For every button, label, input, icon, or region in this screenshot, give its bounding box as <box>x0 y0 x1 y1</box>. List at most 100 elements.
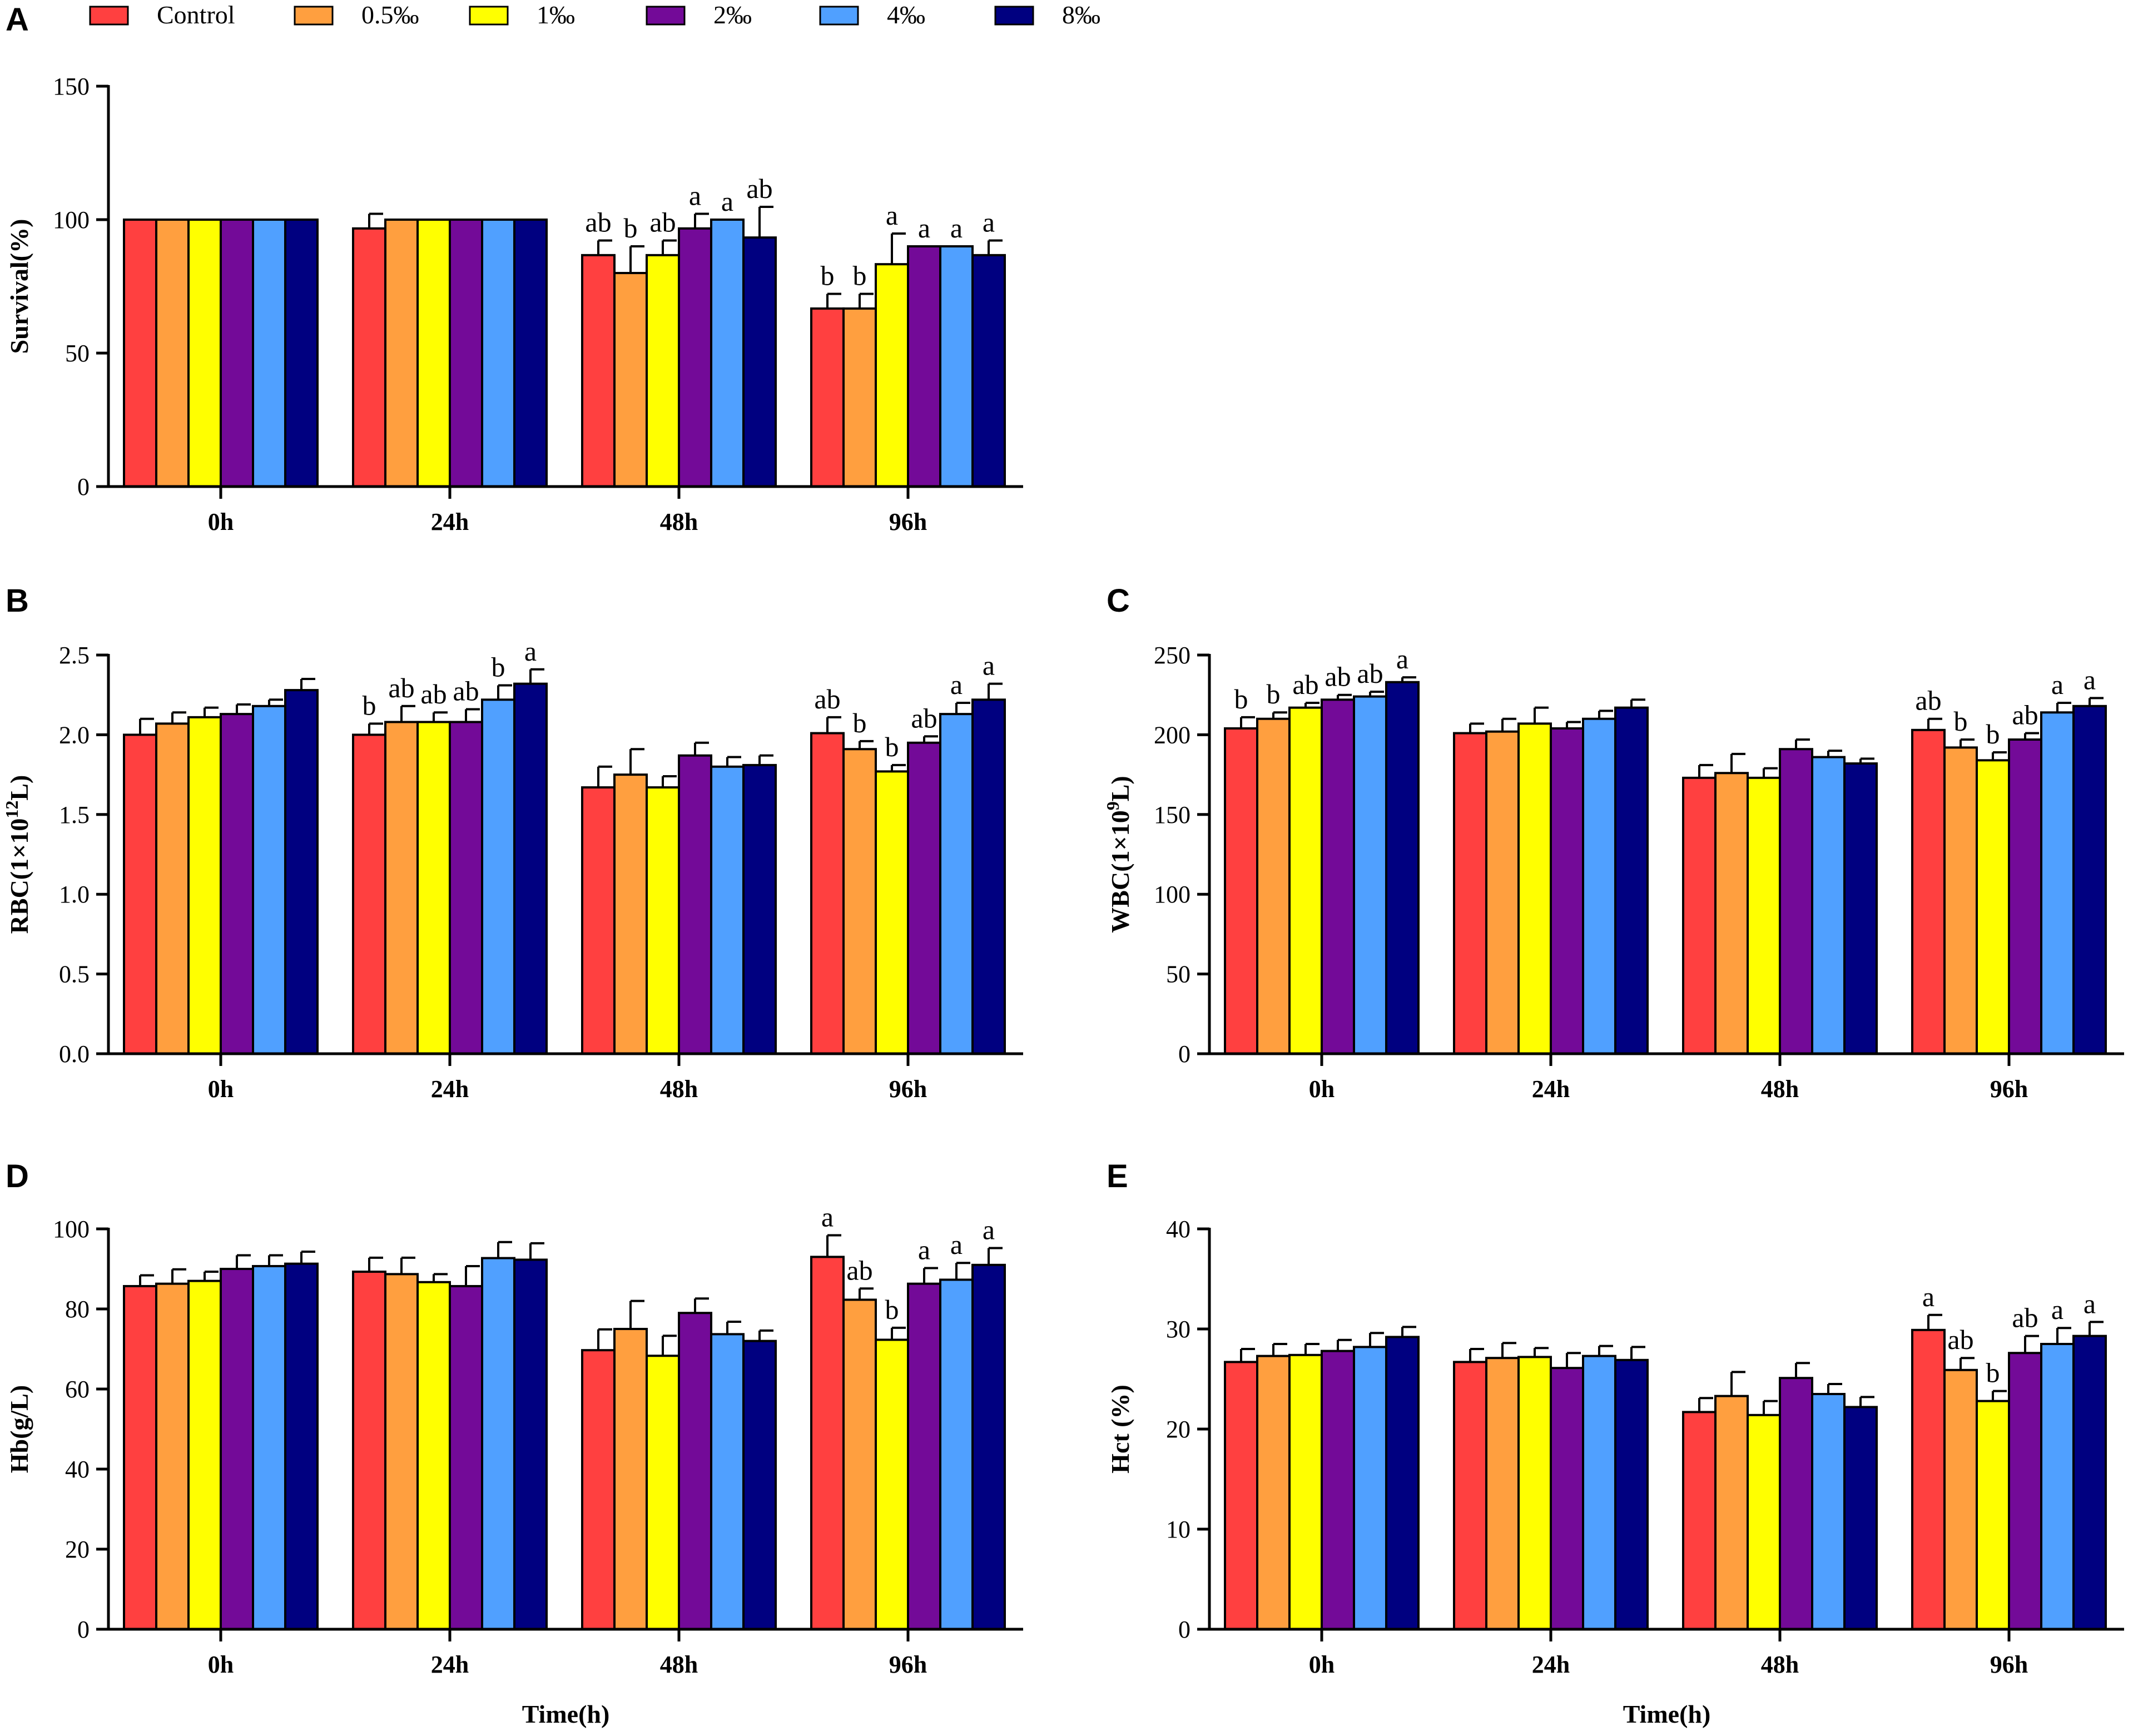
x-tick-label: 0h <box>208 1075 234 1103</box>
bar <box>284 1262 319 1630</box>
significance-label: ab <box>420 678 447 710</box>
bar <box>123 1284 157 1630</box>
bar <box>1550 1367 1584 1630</box>
x-tick-label: 24h <box>431 1075 469 1103</box>
y-tick-label: 80 <box>65 1296 90 1323</box>
y-axis-label-text: RBC(1×10 <box>5 819 33 934</box>
significance-label: b <box>885 1294 899 1325</box>
bar <box>1714 772 1749 1055</box>
bar <box>513 1258 548 1630</box>
bar <box>971 698 1006 1055</box>
bar <box>1714 1395 1749 1631</box>
x-axis-label: Time(h) <box>522 1700 610 1728</box>
significance-label: a <box>950 669 963 700</box>
bar <box>1682 1411 1717 1630</box>
bar <box>384 219 419 488</box>
bar <box>842 748 877 1055</box>
legend-label: 8‰ <box>1062 1 1100 29</box>
significance-label: b <box>1954 706 1968 737</box>
y-axis-label-text: Hb(g/L) <box>5 1385 33 1473</box>
bar <box>810 1256 845 1630</box>
y-tick-label: 60 <box>65 1376 90 1403</box>
bar <box>220 219 254 488</box>
bar <box>1385 1336 1420 1630</box>
significance-label: b <box>1234 683 1248 715</box>
x-tick-label: 96h <box>889 1651 927 1678</box>
significance-label: b <box>492 651 505 682</box>
bar <box>449 219 483 488</box>
panel-label: B <box>6 583 29 619</box>
bar <box>1321 1350 1355 1631</box>
bar <box>1485 730 1520 1055</box>
legend-item: 0.5‰ <box>294 1 419 29</box>
bar <box>1682 776 1717 1055</box>
bar <box>123 219 157 488</box>
bar <box>155 722 190 1055</box>
bar <box>123 733 157 1055</box>
bar <box>252 219 286 488</box>
y-tick-label: 250 <box>1154 642 1190 669</box>
y-tick-label: 50 <box>65 340 90 367</box>
bar <box>1256 1355 1291 1631</box>
y-tick-label: 20 <box>65 1536 90 1563</box>
y-axis-label: WBC(1×109L) <box>1103 776 1134 933</box>
legend-swatch <box>469 6 509 26</box>
y-tick-label: 100 <box>53 1216 90 1243</box>
bar <box>187 1279 222 1631</box>
significance-label: a <box>821 1202 834 1233</box>
significance-label: a <box>2051 669 2063 700</box>
bar <box>842 307 877 488</box>
significance-label: ab <box>846 1254 872 1286</box>
bar <box>1288 1353 1323 1631</box>
bar <box>252 1264 286 1630</box>
significance-label: a <box>886 200 898 231</box>
significance-label: ab <box>2012 700 2038 731</box>
bar <box>155 219 190 488</box>
bar <box>875 770 909 1055</box>
significance-label: a <box>1396 643 1408 674</box>
y-axis-label-suffix: L) <box>1106 776 1134 801</box>
bar <box>842 1298 877 1630</box>
x-tick-label: 0h <box>1309 1651 1335 1678</box>
significance-label: a <box>1922 1281 1934 1312</box>
bar <box>646 786 680 1055</box>
bar <box>875 1338 909 1630</box>
x-tick-label: 24h <box>1532 1651 1570 1678</box>
bar <box>513 219 548 488</box>
bar <box>416 219 451 488</box>
significance-label: ab <box>2012 1302 2038 1333</box>
x-tick-label: 0h <box>208 1651 234 1678</box>
y-axis-label-suffix: L) <box>5 775 33 801</box>
bar <box>581 786 616 1055</box>
bar <box>646 254 680 488</box>
x-tick-label: 0h <box>1309 1075 1335 1103</box>
significance-label: a <box>983 206 995 237</box>
bar <box>220 1268 254 1630</box>
significance-label: ab <box>814 683 840 715</box>
significance-label: a <box>689 180 701 211</box>
y-tick-label: 0.5 <box>59 961 90 988</box>
bar <box>1747 776 1781 1055</box>
legend-label: 2‰ <box>713 1 752 29</box>
bar <box>220 713 254 1055</box>
bar <box>710 765 745 1055</box>
y-tick-label: 0 <box>1178 1040 1190 1068</box>
bar <box>678 754 712 1055</box>
y-tick-label: 0 <box>77 473 90 500</box>
legend-item: 4‰ <box>819 1 925 29</box>
legend-item: Control <box>89 1 235 29</box>
bar <box>810 307 845 488</box>
bar <box>939 245 974 488</box>
bar <box>1779 1377 1813 1630</box>
bar <box>742 236 777 488</box>
legend-item: 1‰ <box>469 1 575 29</box>
panel-label: C <box>1107 583 1130 619</box>
bar <box>352 1271 386 1631</box>
bar <box>2040 711 2075 1055</box>
